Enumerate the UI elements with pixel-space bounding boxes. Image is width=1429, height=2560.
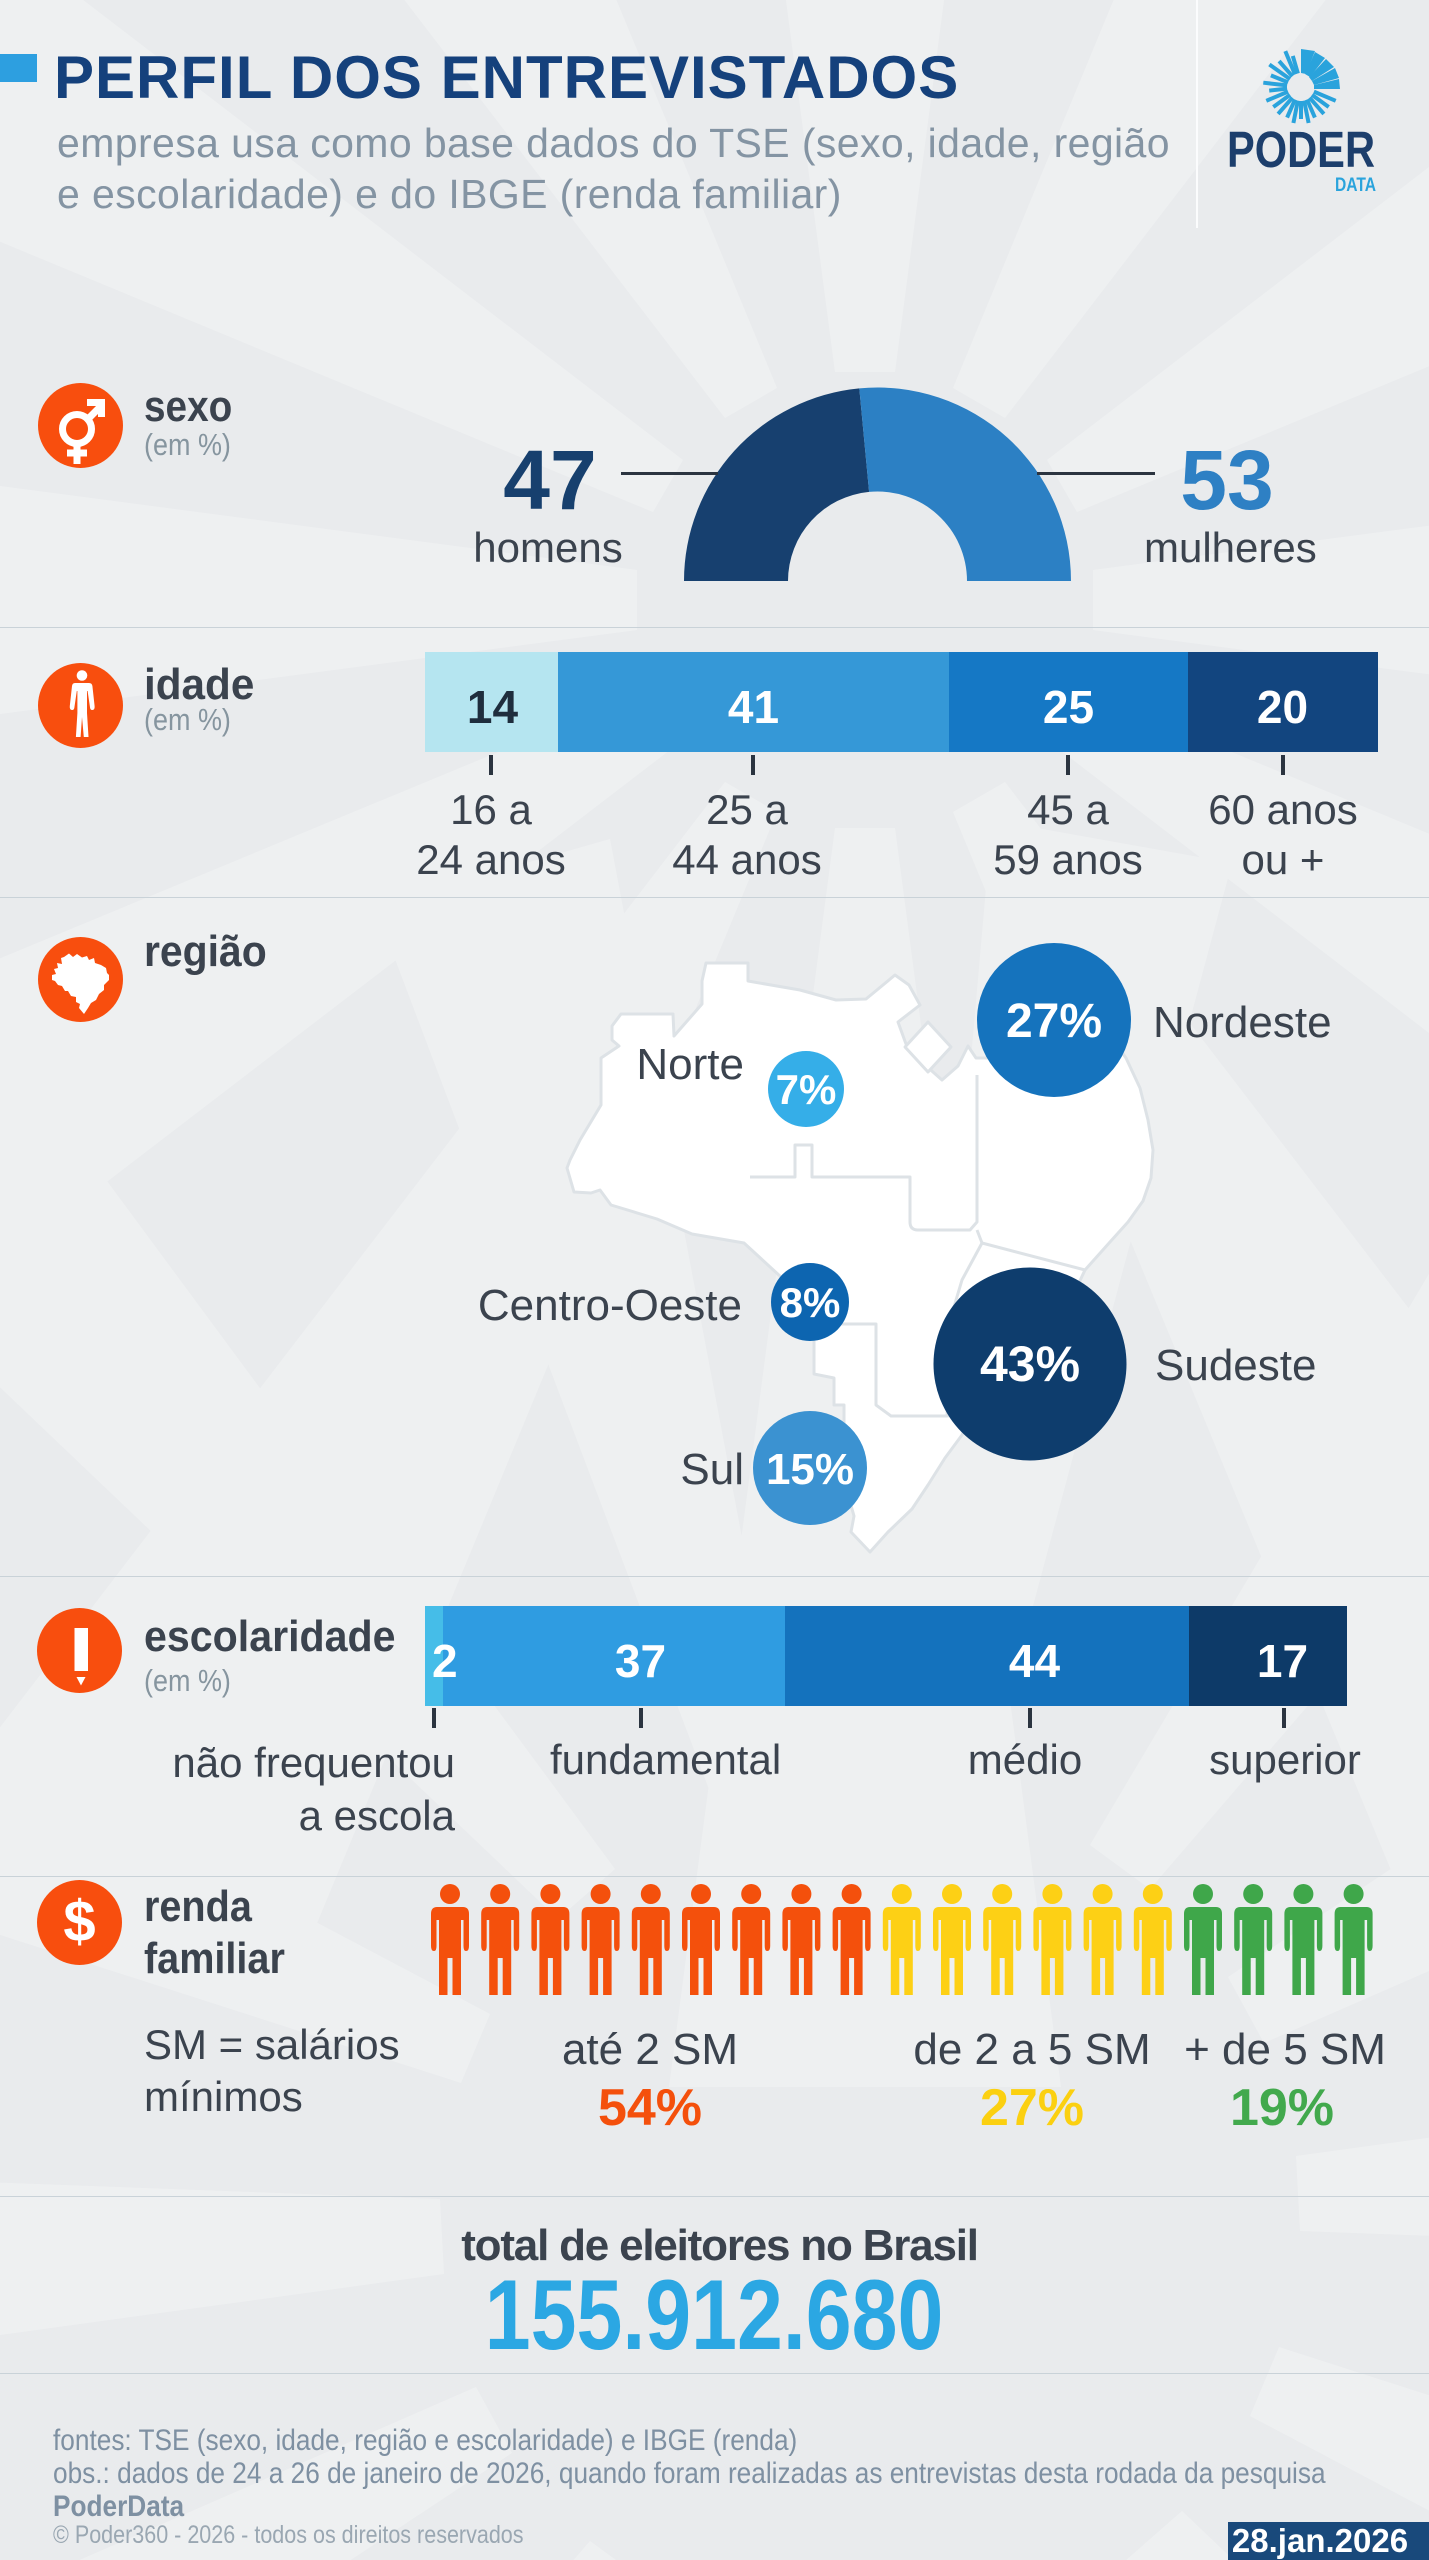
- svg-text:15%: 15%: [766, 1445, 854, 1494]
- svg-text:27%: 27%: [1006, 995, 1102, 1048]
- svg-text:DATA: DATA: [1335, 175, 1376, 196]
- svg-text:PODER: PODER: [1227, 121, 1375, 178]
- svg-text:8%: 8%: [780, 1279, 841, 1326]
- svg-text:7%: 7%: [776, 1066, 837, 1113]
- svg-text:43%: 43%: [980, 1336, 1080, 1392]
